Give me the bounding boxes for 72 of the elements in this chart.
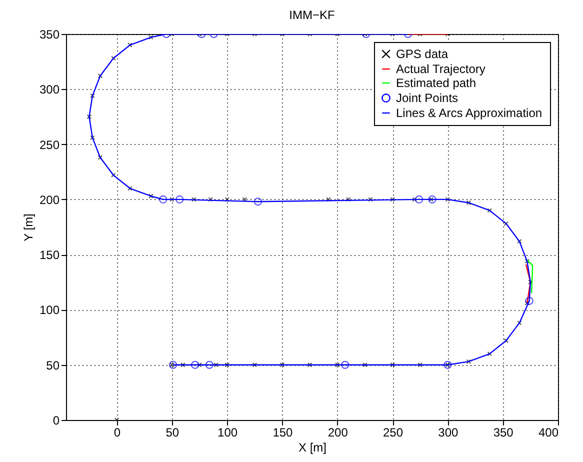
legend-label: Actual Trajectory [396,62,486,76]
point [428,197,434,202]
x-tick-label: 150 [272,426,294,440]
point [176,195,184,204]
y-tick-label: 150 [39,248,60,262]
x-tick-label: 100 [218,426,238,440]
point [170,362,174,368]
point [224,362,230,368]
y-tick-label: 50 [46,358,60,372]
point [111,56,116,61]
point [98,74,103,78]
point [159,195,168,204]
point [307,362,312,368]
point [362,362,368,368]
legend-label: Lines & Arcs Approximation [396,106,542,120]
point [148,194,154,198]
point [346,197,351,202]
point [418,362,422,368]
x-axis-title: X [m] [298,440,327,454]
point [214,362,218,368]
point [524,258,530,264]
x-tick-label: 250 [383,426,404,440]
point [466,200,472,206]
point [148,34,154,40]
point [445,197,450,202]
legend-label: Estimated path [396,76,476,90]
point [525,296,534,305]
point [191,360,200,369]
point [335,362,340,368]
y-tick-label: 100 [39,303,60,318]
y-tick-label: 350 [39,28,60,42]
x-tick-label: 0 [114,426,121,440]
y-tick-label: 300 [39,82,60,97]
point [414,195,424,204]
x-tick-label: 350 [493,426,514,440]
point [252,362,258,368]
point [180,362,186,368]
x-tick-label: 400 [538,426,559,440]
y-tick-label: 0 [52,414,60,428]
point [280,362,285,368]
point [86,114,92,120]
x-tick-label: 300 [438,426,459,440]
point [254,198,262,206]
y-tick-label: 250 [39,138,60,152]
point [341,360,350,369]
point [517,238,522,244]
point [90,135,95,140]
point [326,197,331,202]
point [205,360,214,369]
point [528,280,533,285]
chart-title: IMM−KF [289,8,335,22]
point [197,362,202,368]
point [90,93,95,98]
point [170,197,174,202]
point [192,197,196,202]
legend-label: Joint Points [396,91,458,105]
y-tick-label: 200 [39,192,60,207]
point [466,359,472,364]
y-axis-title: Y [m] [21,214,36,242]
point [428,195,436,204]
legend-label: GPS data [396,47,448,61]
point [224,197,230,202]
point [208,197,213,202]
point [504,221,509,226]
point [368,197,373,202]
point [487,208,492,213]
point [390,362,395,368]
point [168,360,178,369]
point [412,197,417,202]
x-tick-label: 200 [328,426,348,440]
point [390,197,395,202]
x-tick-label: 50 [166,426,180,440]
